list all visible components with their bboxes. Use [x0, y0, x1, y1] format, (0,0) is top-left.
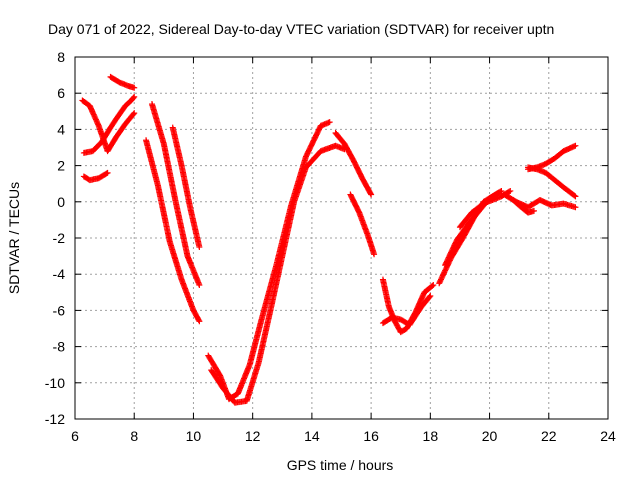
x-tick-labels: 6 8 10 12 14 16 18 20 22 24 [71, 428, 616, 444]
data-point [571, 192, 578, 199]
data-point [368, 191, 375, 198]
data-point [131, 84, 138, 91]
x-tick-label: 10 [186, 428, 202, 444]
data-point [130, 94, 137, 101]
x-tick-label: 6 [71, 428, 79, 444]
x-axis-label: GPS time / hours [287, 457, 394, 473]
data-point [426, 293, 433, 300]
axis-ticks [74, 56, 609, 420]
data-point [429, 282, 436, 289]
y-tick-label: 4 [57, 121, 65, 137]
data-point [572, 142, 579, 149]
x-tick-label: 14 [304, 428, 320, 444]
data-point [507, 187, 514, 194]
data-point [506, 188, 513, 195]
data-point [196, 244, 203, 251]
y-tick-label: -12 [45, 411, 65, 427]
x-tick-label: 18 [423, 428, 439, 444]
x-tick-label: 16 [363, 428, 379, 444]
data-point [131, 110, 138, 117]
data-point [572, 193, 579, 200]
y-tick-label: 0 [57, 194, 65, 210]
y-tick-label: 8 [57, 49, 65, 65]
data-point [196, 318, 203, 325]
x-tick-label: 12 [245, 428, 261, 444]
y-tick-labels: -12 -10 -8 -6 -4 -2 0 2 4 6 8 [45, 49, 65, 427]
data-point [131, 93, 138, 100]
y-tick-label: -6 [53, 302, 66, 318]
data-point [130, 111, 137, 118]
data-point [367, 190, 374, 197]
y-axis-label: SDTVAR / TECUs [6, 182, 22, 294]
x-tick-label: 24 [600, 428, 616, 444]
data-point [572, 204, 579, 211]
data-point [195, 317, 202, 324]
y-tick-label: 2 [57, 158, 65, 174]
y-tick-label: -4 [53, 266, 66, 282]
x-tick-label: 22 [541, 428, 557, 444]
data-point [196, 282, 203, 289]
data-point [371, 251, 378, 258]
y-tick-label: 6 [57, 85, 65, 101]
data-point [530, 207, 537, 214]
chart-title: Day 071 of 2022, Sidereal Day-to-day VTE… [48, 21, 554, 37]
data-point [430, 282, 437, 289]
y-tick-label: -2 [53, 230, 66, 246]
data-point [104, 169, 111, 176]
x-tick-label: 8 [130, 428, 138, 444]
x-tick-label: 20 [482, 428, 498, 444]
data-point [326, 119, 333, 126]
y-tick-label: -8 [53, 339, 66, 355]
y-tick-label: -10 [45, 375, 65, 391]
data-point [427, 292, 434, 299]
data-point [103, 170, 110, 177]
data-points [79, 73, 579, 406]
